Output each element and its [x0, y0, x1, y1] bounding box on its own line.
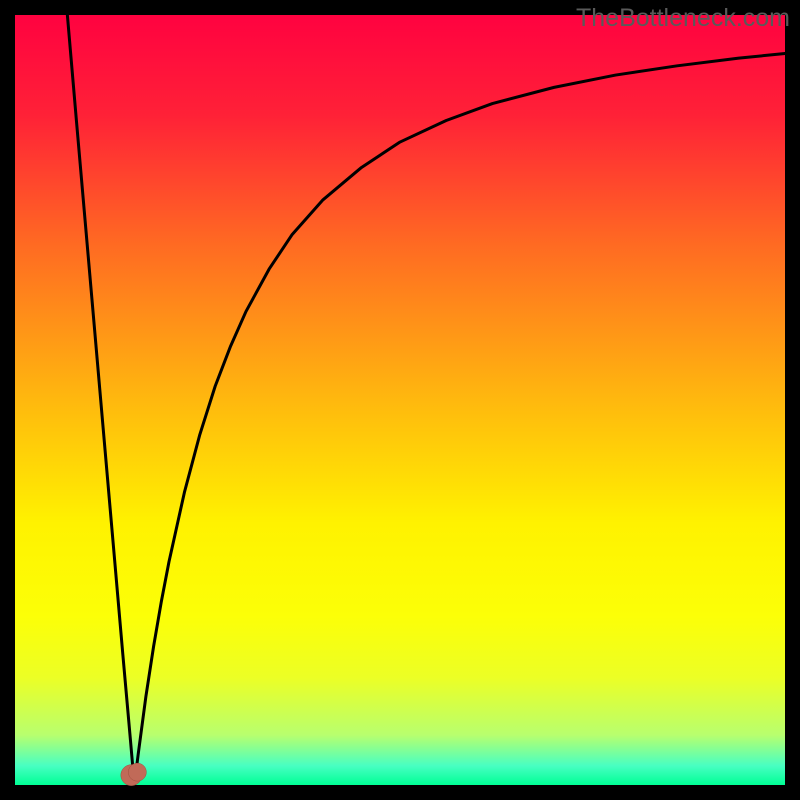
bottleneck-chart — [0, 0, 800, 800]
chart-container: TheBottleneck.com — [0, 0, 800, 800]
chart-background-gradient — [15, 15, 785, 785]
